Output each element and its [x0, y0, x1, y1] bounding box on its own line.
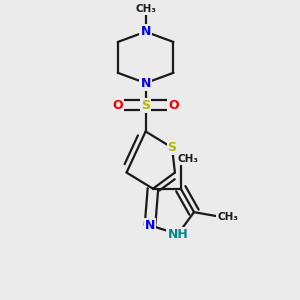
Text: S: S: [167, 141, 176, 154]
Text: N: N: [140, 76, 151, 90]
Text: S: S: [141, 99, 150, 112]
Text: CH₃: CH₃: [178, 154, 199, 164]
Text: CH₃: CH₃: [135, 4, 156, 14]
Text: NH: NH: [167, 228, 188, 241]
Text: N: N: [140, 25, 151, 38]
Text: CH₃: CH₃: [217, 212, 238, 221]
Text: O: O: [168, 99, 179, 112]
Text: O: O: [112, 99, 123, 112]
Text: N: N: [145, 219, 155, 232]
